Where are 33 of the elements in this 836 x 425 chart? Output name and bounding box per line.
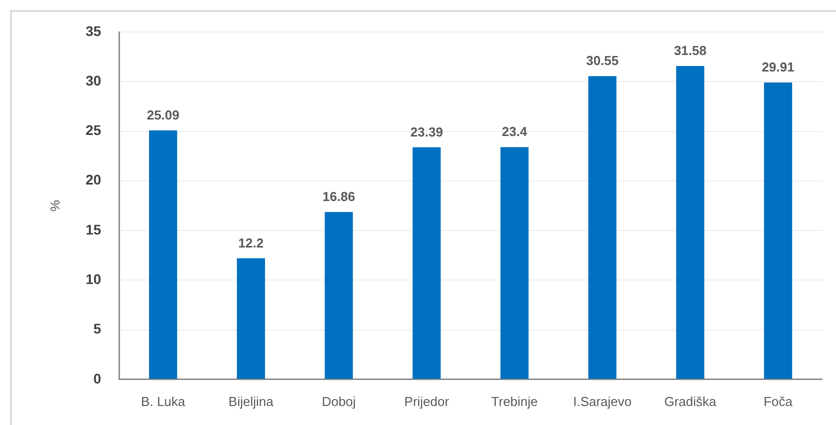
data-label: 16.86 bbox=[322, 189, 356, 204]
data-label: 29.91 bbox=[762, 60, 794, 75]
y-axis-title: % bbox=[47, 199, 62, 212]
x-tick-label: Prijedor bbox=[404, 394, 450, 409]
data-label: 23.39 bbox=[410, 124, 443, 140]
y-tick-label: 30 bbox=[86, 72, 102, 88]
bar bbox=[324, 212, 353, 379]
bar bbox=[412, 147, 441, 379]
x-tick-label: I.Sarajevo bbox=[573, 394, 632, 409]
bar bbox=[588, 76, 616, 379]
x-tick-label: Foča bbox=[764, 394, 794, 409]
y-tick-label: 0 bbox=[93, 370, 102, 386]
data-label: 30.55 bbox=[586, 53, 619, 68]
bar bbox=[676, 66, 704, 379]
x-tick-label: Doboj bbox=[322, 394, 356, 409]
y-tick-label: 20 bbox=[86, 172, 102, 188]
y-tick-label: 25 bbox=[86, 122, 102, 138]
x-tick-label: Trebinje bbox=[491, 394, 538, 409]
data-label: 12.2 bbox=[238, 235, 264, 250]
x-tick-label: Gradiška bbox=[664, 394, 717, 409]
y-tick-label: 5 bbox=[93, 320, 102, 337]
y-tick-label: 35 bbox=[86, 22, 102, 39]
y-tick-label: 15 bbox=[86, 221, 102, 238]
y-tick-label: 10 bbox=[86, 271, 102, 287]
data-label: 25.09 bbox=[146, 107, 180, 122]
bar bbox=[149, 130, 178, 379]
bar bbox=[236, 258, 266, 379]
x-tick-label: Bijeljina bbox=[228, 394, 274, 409]
bar bbox=[500, 147, 529, 379]
data-label: 31.58 bbox=[674, 43, 706, 58]
x-tick-label: B. Luka bbox=[141, 394, 186, 409]
data-label: 23.4 bbox=[502, 124, 528, 140]
bar bbox=[764, 82, 792, 379]
